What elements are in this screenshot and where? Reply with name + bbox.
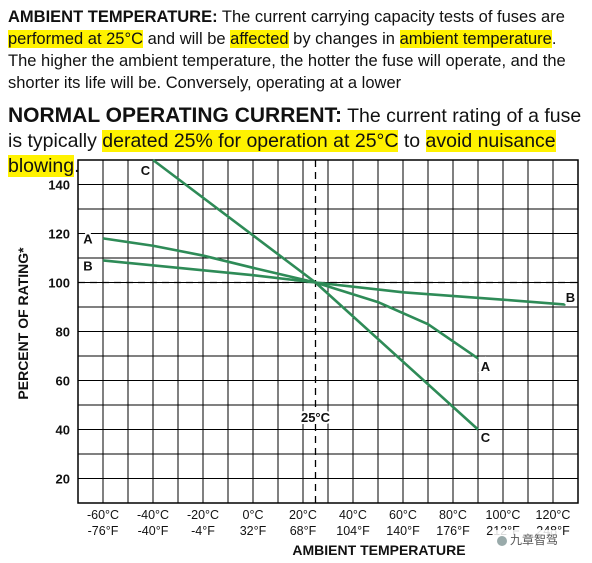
y-tick-label: 60: [56, 374, 70, 389]
x-tick-label-celsius: 20°C: [289, 508, 317, 522]
x-tick-label-fahrenheit: 176°F: [436, 524, 470, 538]
normal-operating-current-paragraph: NORMAL OPERATING CURRENT: The current ra…: [8, 103, 588, 179]
chart-grid: [77, 159, 579, 504]
series-label-b: B: [83, 258, 92, 273]
series-label-c: C: [141, 163, 151, 178]
ambient-temperature-paragraph: AMBIENT TEMPERATURE: The current carryin…: [8, 6, 588, 96]
highlighted-phrase: ambient temperature: [399, 30, 552, 48]
highlighted-phrase: performed at 25°C: [8, 30, 143, 48]
text-segment: . The higher the ambient temperature, th…: [8, 30, 566, 92]
text-segment: by changes in: [288, 30, 400, 48]
x-tick-label-fahrenheit: 68°F: [290, 524, 317, 538]
y-tick-label: 140: [48, 178, 70, 193]
text-segment: The current rating of a fuse is typicall…: [8, 105, 582, 152]
y-axis-title: PERCENT OF RATING*: [15, 247, 31, 400]
series-label-b: B: [566, 290, 575, 305]
x-tick-label-fahrenheit: 104°F: [336, 524, 370, 538]
ambient-temperature-heading: AMBIENT TEMPERATURE:: [8, 8, 218, 26]
text-segment: to: [398, 130, 426, 152]
y-tick-label: 40: [56, 423, 70, 438]
normal-operating-current-heading: NORMAL OPERATING CURRENT:: [8, 104, 343, 127]
watermark-logo-icon: [497, 535, 507, 546]
series-label-a: A: [481, 359, 491, 374]
text-segment: and will be: [143, 30, 231, 48]
x-tick-label-fahrenheit: 140°F: [386, 524, 420, 538]
highlighted-phrase: derated 25% for operation at 25°C: [102, 130, 399, 152]
highlighted-phrase: affected: [230, 30, 289, 48]
plot-frame: [77, 159, 579, 504]
reference-label-25c: 25°C: [301, 410, 331, 425]
y-tick-label: 20: [56, 472, 70, 487]
y-tick-label: 120: [48, 227, 70, 242]
series-label-c: C: [481, 430, 491, 445]
ambient-temperature-body: The current carrying capacity tests of f…: [8, 8, 566, 92]
x-tick-label-celsius: 80°C: [439, 508, 467, 522]
reference-lines: [78, 160, 578, 503]
x-tick-label-fahrenheit: 32°F: [240, 524, 267, 538]
text-segment: .: [74, 155, 80, 177]
x-tick-label-celsius: 0°C: [243, 508, 264, 522]
watermark: 九章智驾: [494, 530, 562, 549]
x-axis-title: AMBIENT TEMPERATURE: [292, 542, 465, 558]
x-tick-label-celsius: 100°C: [486, 508, 521, 522]
x-tick-label-celsius: 60°C: [389, 508, 417, 522]
series-line-b: [102, 259, 566, 306]
label-layer: 20 40 60 80 100 120 140 -60°C -76°F -40°C -40°F -20…: [15, 161, 577, 558]
text-segment: The current carrying capacity tests of f…: [217, 8, 565, 26]
x-tick-label-celsius: 120°C: [536, 508, 571, 522]
y-tick-label: 100: [48, 276, 70, 291]
x-tick-label-fahrenheit: -40°F: [138, 524, 169, 538]
x-tick-label-celsius: -40°C: [137, 508, 169, 522]
x-tick-label-celsius: -20°C: [187, 508, 219, 522]
series-label-a: A: [83, 231, 93, 246]
series-line-a: [102, 237, 479, 360]
y-tick-label: 80: [56, 325, 70, 340]
x-tick-label-celsius: -60°C: [87, 508, 119, 522]
x-tick-label-celsius: 40°C: [339, 508, 367, 522]
series-layer: [102, 158, 566, 431]
x-tick-label-fahrenheit: -76°F: [88, 524, 119, 538]
x-tick-label-fahrenheit: -4°F: [191, 524, 215, 538]
